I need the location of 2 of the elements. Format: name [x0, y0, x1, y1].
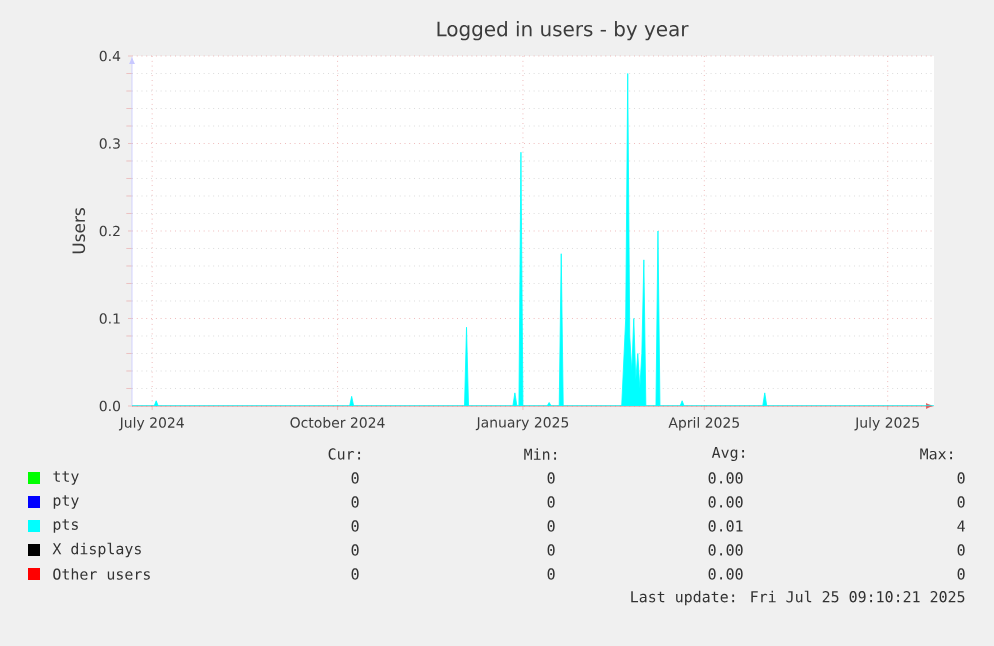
y-axis-title: Users	[72, 208, 86, 254]
chart-title: Logged in users - by year	[437, 21, 689, 41]
